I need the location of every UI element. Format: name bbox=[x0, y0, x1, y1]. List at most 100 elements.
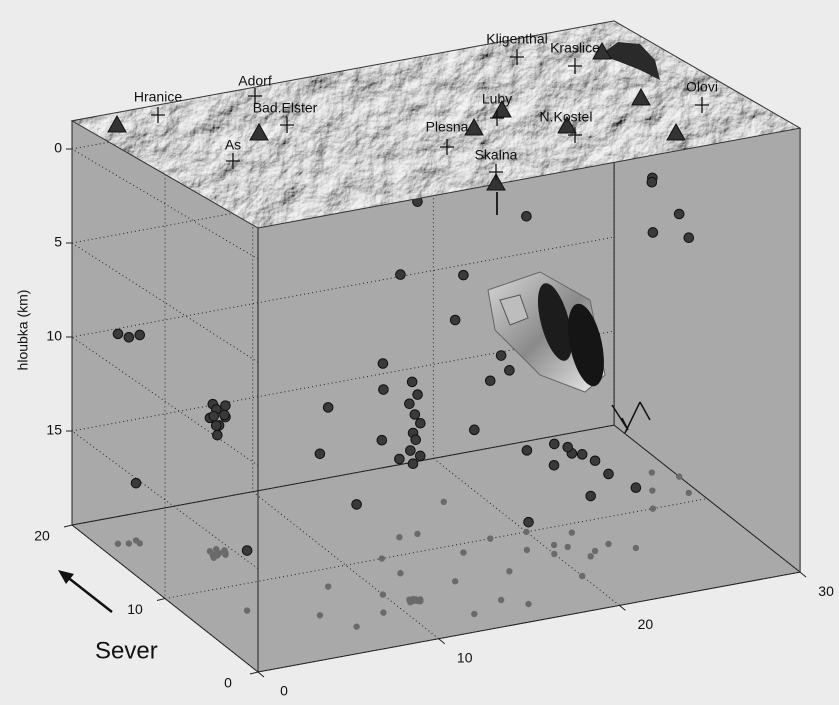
floor-projection bbox=[214, 552, 220, 558]
floor-projection bbox=[506, 568, 512, 574]
town-label: Bad.Elster bbox=[253, 100, 318, 116]
floor-projection bbox=[579, 573, 585, 579]
hypocenter bbox=[674, 209, 684, 219]
hypocenter bbox=[379, 385, 389, 395]
hypocenter bbox=[242, 546, 252, 556]
hypocenter bbox=[407, 377, 417, 387]
hypocenter bbox=[213, 430, 223, 440]
hypocenter bbox=[549, 460, 559, 470]
north-arrow bbox=[58, 570, 112, 612]
hypocenter bbox=[604, 469, 614, 479]
floor-projection bbox=[397, 570, 403, 576]
x-tick bbox=[619, 605, 625, 610]
hypocenter bbox=[406, 446, 416, 456]
floor-projection bbox=[380, 609, 386, 615]
hypocenter bbox=[522, 446, 532, 456]
hypocenter bbox=[577, 450, 587, 460]
floor-projection bbox=[523, 529, 529, 535]
y-tick bbox=[250, 672, 258, 674]
floor-projection bbox=[207, 548, 213, 554]
floor-projection bbox=[650, 505, 656, 511]
hypocenter bbox=[220, 410, 230, 420]
hypocenter bbox=[323, 403, 333, 413]
hypocenter bbox=[590, 456, 600, 466]
hypocenter bbox=[315, 449, 325, 459]
x-tick-label: 30 bbox=[818, 583, 834, 599]
floor-projection bbox=[487, 535, 493, 541]
town-label: Luby bbox=[482, 91, 512, 107]
floor-projection bbox=[133, 537, 139, 543]
y-tick-label: 10 bbox=[127, 601, 143, 617]
floor-projection bbox=[588, 553, 594, 559]
x-tick-label: 10 bbox=[457, 649, 473, 665]
hypocenter bbox=[631, 483, 641, 493]
town-label: As bbox=[225, 137, 241, 153]
town-label: Hranice bbox=[134, 89, 182, 105]
floor-projection bbox=[471, 611, 477, 617]
floor-projection bbox=[551, 542, 557, 548]
hypocenter bbox=[352, 500, 362, 510]
x-tick-label: 0 bbox=[280, 683, 288, 699]
floor-projection bbox=[452, 578, 458, 584]
floor-projection bbox=[213, 546, 219, 552]
hypocenter bbox=[647, 177, 657, 187]
hypocenter bbox=[563, 442, 573, 452]
x-tick bbox=[800, 572, 806, 577]
hypocenter bbox=[485, 376, 495, 386]
hypocenter bbox=[522, 212, 532, 222]
z-axis-label: hloubka (km) bbox=[15, 290, 31, 371]
floor-projection bbox=[524, 547, 530, 553]
floor-projection bbox=[353, 623, 359, 629]
town-label: N.Kostel bbox=[540, 109, 593, 125]
floor-projection bbox=[676, 473, 682, 479]
hypocenter bbox=[411, 435, 421, 445]
hypocenter bbox=[395, 454, 405, 464]
hypocenter bbox=[377, 435, 387, 445]
hypocenter bbox=[413, 390, 423, 400]
floor-projection bbox=[410, 596, 416, 602]
z-tick-label: 15 bbox=[46, 422, 62, 438]
z-tick-label: 5 bbox=[54, 234, 62, 250]
north-label: Sever bbox=[95, 637, 158, 664]
town-label: Kraslice bbox=[550, 40, 600, 56]
town-label: Olovi bbox=[686, 79, 718, 95]
z-tick-label: 10 bbox=[46, 328, 62, 344]
hypocenter bbox=[211, 421, 221, 431]
floor-projection bbox=[317, 612, 323, 618]
floor-projection bbox=[396, 534, 402, 540]
floor-projection bbox=[126, 540, 132, 546]
chart: KligenthalKrasliceHraniceAdorfBad.Elster… bbox=[0, 0, 839, 705]
z-tick-label: 0 bbox=[54, 140, 62, 156]
hypocenter bbox=[221, 401, 231, 411]
y-tick bbox=[157, 599, 165, 601]
town-label: Plesna bbox=[426, 119, 469, 135]
floor-projection bbox=[525, 601, 531, 607]
town-label: Kligenthal bbox=[486, 31, 548, 47]
hypocenter bbox=[209, 411, 219, 421]
x-tick bbox=[439, 639, 445, 644]
x-tick-label: 20 bbox=[638, 616, 654, 632]
floor-projection bbox=[686, 490, 692, 496]
floor-projection bbox=[633, 545, 639, 551]
floor-projection bbox=[569, 529, 575, 535]
hypocenter bbox=[459, 270, 469, 280]
y-tick-label: 0 bbox=[224, 675, 232, 691]
floor-projection bbox=[498, 597, 504, 603]
floor-projection bbox=[605, 541, 611, 547]
floor-projection bbox=[325, 583, 331, 589]
y-tick-label: 20 bbox=[34, 528, 50, 544]
floor-projection bbox=[380, 591, 386, 597]
floor-projection bbox=[379, 555, 385, 561]
floor-projection bbox=[115, 541, 121, 547]
hypocenter bbox=[131, 478, 141, 488]
floor-projection bbox=[649, 469, 655, 475]
hypocenter bbox=[550, 439, 560, 449]
hypocenter bbox=[470, 425, 480, 435]
floor-projection bbox=[551, 551, 557, 557]
hypocenter bbox=[416, 418, 426, 428]
hypocenter bbox=[586, 491, 596, 501]
floor-projection bbox=[649, 487, 655, 493]
hypocenter bbox=[684, 233, 694, 243]
hypocenter bbox=[135, 330, 145, 340]
floor-projection bbox=[222, 550, 228, 556]
